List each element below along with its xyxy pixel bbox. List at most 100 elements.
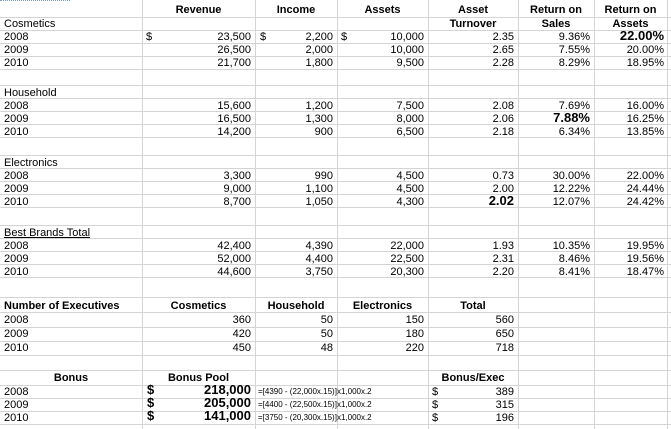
executives-col-household[interactable]: Household <box>267 300 325 312</box>
ros-value[interactable]: 7.69% <box>558 100 590 112</box>
ros-value[interactable]: 9.36% <box>558 31 590 43</box>
bonus-per-exec-value[interactable]: 389 <box>495 386 514 398</box>
turnover-value[interactable]: 2.31 <box>492 253 514 265</box>
row-year[interactable]: 2009 <box>4 253 29 265</box>
row-year[interactable]: 2010 <box>4 57 29 69</box>
income-value[interactable]: 4,400 <box>305 253 333 265</box>
row-year[interactable]: 2009 <box>4 399 29 411</box>
turnover-value[interactable]: 2.28 <box>492 57 514 69</box>
income-value[interactable]: 2,200 <box>305 31 333 43</box>
ros-value[interactable]: 12.22% <box>552 183 590 195</box>
executives-header[interactable]: Number of Executives <box>4 300 120 312</box>
bonus-pool-value[interactable]: 205,000 <box>204 395 251 410</box>
revenue-value[interactable]: 15,600 <box>217 100 251 112</box>
turnover-value[interactable]: 2.08 <box>492 100 514 112</box>
revenue-value[interactable]: 26,500 <box>217 44 251 56</box>
bonus-per-exec-header[interactable]: Bonus/Exec <box>441 372 505 384</box>
exec-electronics-value[interactable]: 150 <box>405 314 424 326</box>
turnover-value[interactable]: 2.18 <box>492 126 514 138</box>
income-value[interactable]: 990 <box>314 170 333 182</box>
roa-value[interactable]: 18.95% <box>626 57 664 69</box>
section-label-electronics[interactable]: Electronics <box>4 157 58 169</box>
roa-value[interactable]: 16.00% <box>626 100 664 112</box>
ros-value[interactable]: 8.46% <box>558 253 590 265</box>
row-year[interactable]: 2009 <box>4 183 29 195</box>
roa-value[interactable]: 24.44% <box>626 183 664 195</box>
row-year[interactable]: 2010 <box>4 266 29 278</box>
exec-total-value[interactable]: 560 <box>495 314 514 326</box>
header-asset-turnover-line1[interactable]: Asset <box>458 4 488 16</box>
revenue-value[interactable]: 16,500 <box>217 113 251 125</box>
header-asset-turnover-line2[interactable]: Turnover <box>449 18 497 30</box>
turnover-value[interactable]: 0.73 <box>492 170 514 182</box>
revenue-value[interactable]: 23,500 <box>217 31 251 43</box>
row-year[interactable]: 2008 <box>4 240 29 252</box>
exec-total-value[interactable]: 718 <box>495 342 514 354</box>
income-value[interactable]: 1,800 <box>305 57 333 69</box>
bonus-pool-value[interactable]: 218,000 <box>204 382 251 397</box>
assets-value[interactable]: 4,300 <box>396 196 424 208</box>
assets-value[interactable]: 20,300 <box>390 266 424 278</box>
row-year[interactable]: 2010 <box>4 412 29 424</box>
executives-col-electronics[interactable]: Electronics <box>352 300 413 312</box>
roa-value[interactable]: 19.56% <box>626 253 664 265</box>
ros-value[interactable]: 8.41% <box>558 266 590 278</box>
header-return-on-assets-line2[interactable]: Assets <box>612 18 649 30</box>
bonus-pool-header[interactable]: Bonus Pool <box>167 372 230 384</box>
income-value[interactable]: 2,000 <box>305 44 333 56</box>
assets-value[interactable]: 10,000 <box>390 44 424 56</box>
turnover-value[interactable]: 2.65 <box>492 44 514 56</box>
assets-value[interactable]: 6,500 <box>396 126 424 138</box>
exec-cosmetics-value[interactable]: 450 <box>232 342 251 354</box>
exec-household-value[interactable]: 48 <box>320 342 333 354</box>
income-value[interactable]: 4,390 <box>305 240 333 252</box>
assets-value[interactable]: 8,000 <box>396 113 424 125</box>
exec-total-value[interactable]: 650 <box>495 328 514 340</box>
ros-value[interactable]: 8.29% <box>558 57 590 69</box>
turnover-value[interactable]: 1.93 <box>492 240 514 252</box>
row-year[interactable]: 2009 <box>4 44 29 56</box>
ros-value[interactable]: 30.00% <box>552 170 590 182</box>
section-label-best-brands-total[interactable]: Best Brands Total <box>4 227 91 239</box>
roa-value[interactable]: 18.47% <box>626 266 664 278</box>
row-year[interactable]: 2008 <box>4 100 29 112</box>
exec-electronics-value[interactable]: 180 <box>405 328 424 340</box>
exec-cosmetics-value[interactable]: 360 <box>232 314 251 326</box>
exec-household-value[interactable]: 50 <box>320 328 333 340</box>
income-value[interactable]: 1,100 <box>305 183 333 195</box>
turnover-value[interactable]: 2.35 <box>492 31 514 43</box>
row-year[interactable]: 2008 <box>4 314 29 326</box>
roa-value[interactable]: 19.95% <box>626 240 664 252</box>
turnover-value[interactable]: 2.06 <box>492 113 514 125</box>
executives-col-total[interactable]: Total <box>460 300 486 312</box>
header-return-on-assets-line1[interactable]: Return on <box>604 4 657 16</box>
bonus-formula[interactable]: =[4390 - (22,000x.15)]x1,000x.2 <box>258 387 372 396</box>
roa-value[interactable]: 16.25% <box>626 113 664 125</box>
assets-value[interactable]: 22,000 <box>390 240 424 252</box>
assets-value[interactable]: 9,500 <box>396 57 424 69</box>
revenue-value[interactable]: 42,400 <box>217 240 251 252</box>
roa-value-highlighted[interactable]: 22.00% <box>619 28 664 43</box>
roa-value[interactable]: 20.00% <box>626 44 664 56</box>
assets-value[interactable]: 4,500 <box>396 183 424 195</box>
header-income[interactable]: Income <box>276 4 316 16</box>
section-label-household[interactable]: Household <box>4 87 57 99</box>
roa-value[interactable]: 22.00% <box>626 170 664 182</box>
exec-household-value[interactable]: 50 <box>320 314 333 326</box>
assets-value[interactable]: 7,500 <box>396 100 424 112</box>
revenue-value[interactable]: 52,000 <box>217 253 251 265</box>
row-year[interactable]: 2009 <box>4 113 29 125</box>
revenue-value[interactable]: 21,700 <box>217 57 251 69</box>
revenue-value[interactable]: 44,600 <box>217 266 251 278</box>
row-year[interactable]: 2010 <box>4 342 29 354</box>
bonus-per-exec-value[interactable]: 196 <box>495 412 514 424</box>
ros-value[interactable]: 7.55% <box>558 44 590 56</box>
ros-value[interactable]: 12.07% <box>552 196 590 208</box>
assets-value[interactable]: 10,000 <box>390 31 424 43</box>
ros-value-highlighted[interactable]: 7.88% <box>553 110 590 125</box>
income-value[interactable]: 3,750 <box>305 266 333 278</box>
revenue-value[interactable]: 8,700 <box>223 196 251 208</box>
row-year[interactable]: 2008 <box>4 386 29 398</box>
row-year[interactable]: 2010 <box>4 126 29 138</box>
